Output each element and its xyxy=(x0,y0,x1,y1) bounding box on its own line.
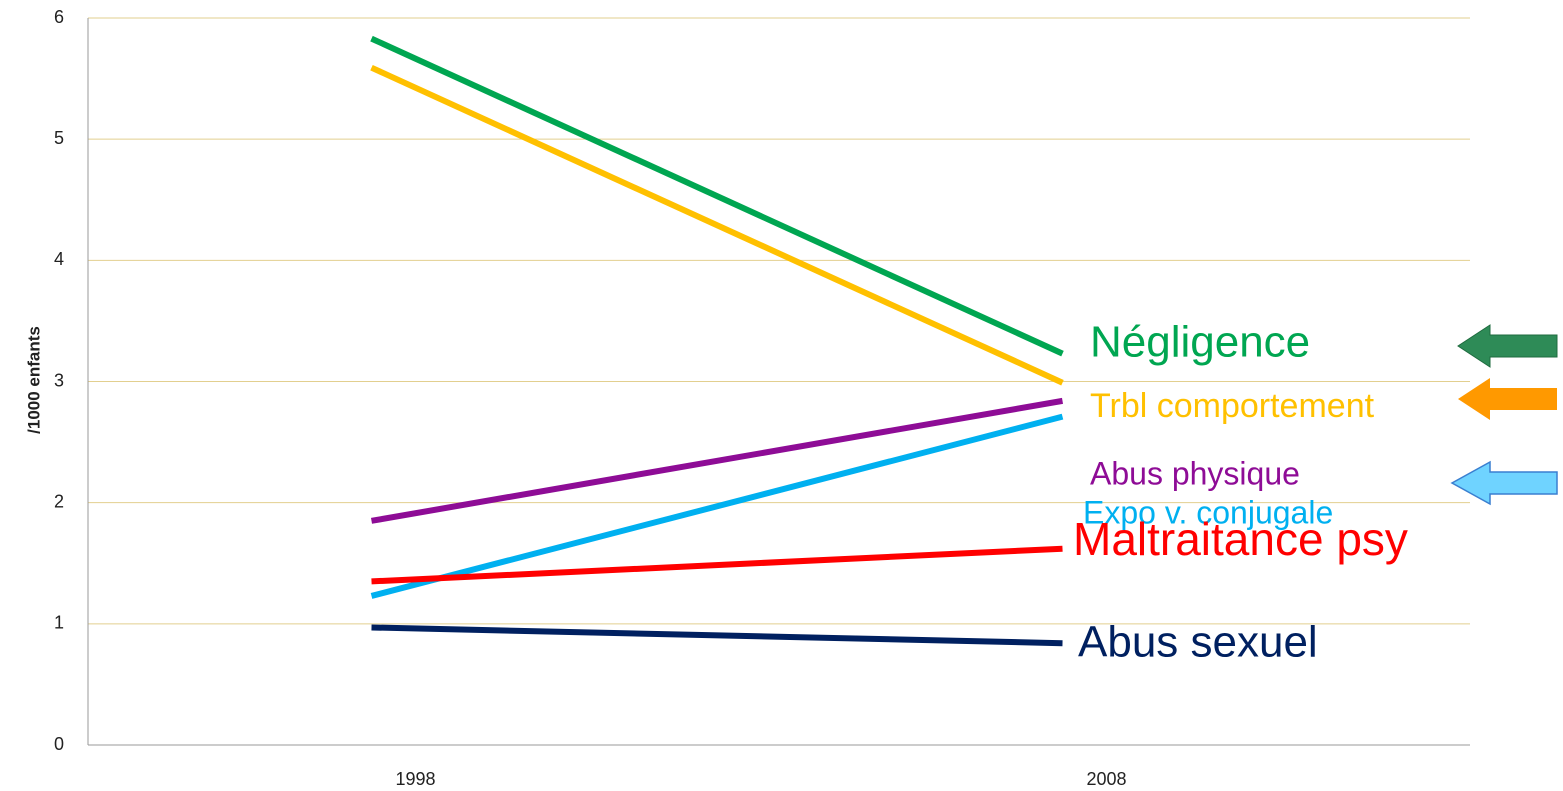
series-label: Expo v. conjugale xyxy=(1083,494,1333,530)
y-tick-label: 0 xyxy=(54,734,64,754)
series-line xyxy=(370,64,1064,386)
y-tick-label: 2 xyxy=(54,491,64,511)
y-tick-label: 3 xyxy=(54,370,64,390)
series-line xyxy=(370,35,1064,357)
y-tick-label: 6 xyxy=(54,7,64,27)
arrow xyxy=(1450,460,1558,506)
y-tick-label: 5 xyxy=(54,128,64,148)
x-tick-label: 2008 xyxy=(1086,769,1126,789)
series-line xyxy=(370,397,1064,524)
x-tick-label: 1998 xyxy=(395,769,435,789)
series-label: Abus physique xyxy=(1090,455,1300,491)
arrow xyxy=(1458,378,1557,420)
y-tick-label: 4 xyxy=(54,249,64,269)
series-line xyxy=(371,624,1063,647)
series-label: Négligence xyxy=(1090,318,1310,367)
series-label: Abus sexuel xyxy=(1078,618,1318,667)
arrow xyxy=(1457,324,1558,368)
series-label: Maltraitance psy xyxy=(1073,513,1408,565)
series-line xyxy=(370,413,1064,599)
series-label: Trbl comportement xyxy=(1090,387,1375,425)
y-tick-label: 1 xyxy=(54,613,64,633)
series-line xyxy=(371,545,1063,585)
y-axis-label: /1000 enfants xyxy=(24,326,43,434)
